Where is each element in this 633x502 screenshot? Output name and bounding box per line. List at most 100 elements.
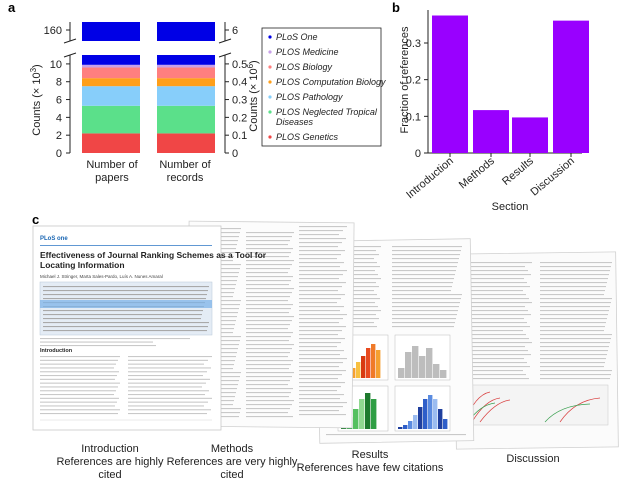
text-line (40, 409, 120, 411)
text-line (392, 282, 453, 284)
text-line (40, 375, 117, 377)
text-line (40, 378, 115, 380)
right-tick-label: 0.3 (232, 95, 247, 107)
text-line (462, 342, 532, 344)
text-line (128, 367, 211, 369)
bar-segment (157, 78, 215, 87)
text-line (540, 326, 605, 328)
text-line (40, 397, 119, 399)
bar-label-records-1: Number of (159, 159, 211, 171)
right-tick-label: 0.2 (232, 112, 247, 124)
text-line (40, 394, 114, 396)
text-line (299, 390, 337, 392)
text-line (299, 282, 346, 284)
text-line (462, 294, 526, 296)
text-line (43, 286, 209, 288)
text-line (462, 298, 529, 300)
text-line (43, 294, 207, 296)
hist-bar (356, 362, 361, 378)
text-line (128, 394, 205, 396)
text-line (246, 344, 294, 346)
text-line (299, 234, 339, 236)
hist-bar (405, 352, 412, 378)
text-line (128, 363, 204, 365)
paper-authors: Michael J. Stringer, Marta Sales-Pardo, … (40, 274, 163, 279)
hist-bar (403, 425, 408, 429)
text-line (392, 262, 458, 264)
text-line (246, 412, 288, 414)
text-line (246, 252, 291, 254)
text-line (40, 363, 116, 365)
text-line (40, 367, 114, 369)
text-line (128, 401, 208, 403)
text-line (540, 346, 609, 348)
text-line (299, 342, 341, 344)
legend-marker (268, 65, 272, 69)
text-line (128, 356, 212, 358)
text-line (246, 348, 292, 350)
text-line (299, 242, 342, 244)
legend-marker (268, 95, 272, 99)
text-line (246, 328, 288, 330)
text-line (540, 310, 609, 312)
panel-b-xlabel: Section (492, 201, 529, 213)
text-line (299, 322, 339, 324)
text-line (299, 318, 343, 320)
panel-a-axis-break-right (218, 38, 232, 58)
text-line (40, 382, 120, 384)
panel-c-letter: c (32, 212, 39, 227)
intro-heading: Introduction (40, 348, 73, 354)
text-line (128, 378, 210, 380)
text-line (246, 280, 291, 282)
text-line (462, 314, 531, 316)
text-line (540, 290, 605, 292)
text-line (299, 354, 340, 356)
text-line (540, 302, 611, 304)
text-line (299, 382, 345, 384)
text-line (299, 338, 345, 340)
journal-mark: PLoS one (40, 236, 68, 242)
text-line (392, 310, 458, 312)
bar-segment (82, 67, 140, 79)
text-line (392, 302, 460, 304)
text-line (128, 390, 209, 392)
caption-results: Results (352, 449, 389, 461)
caption-methods-3: cited (220, 469, 243, 481)
text-line (246, 380, 290, 382)
text-line (299, 306, 344, 308)
text-line (246, 404, 292, 406)
text-line (128, 405, 204, 407)
bar-segment (157, 133, 215, 153)
text-line (299, 414, 346, 416)
text-line (299, 314, 347, 316)
legend-entry: PLoS One (276, 32, 318, 42)
bar-segment (157, 86, 215, 106)
paper-page-methods (186, 220, 355, 429)
text-line (40, 371, 119, 373)
hist-bar (361, 356, 366, 378)
abstract-highlight (40, 300, 212, 308)
panel-a-axis-break-left (63, 38, 77, 58)
hist-bar (351, 368, 356, 378)
text-line (128, 371, 207, 373)
text-line (462, 306, 525, 308)
paper-title-line-1: Effectiveness of Journal Ranking Schemes… (40, 250, 267, 260)
left-tick-label: 2 (56, 130, 62, 142)
panel-a-right-ticks: 0 0.1 0.2 0.3 0.4 0.5 6 (225, 25, 247, 160)
text-line (299, 378, 338, 380)
text-line (540, 322, 606, 324)
text-line (392, 314, 457, 316)
panel-b-bar-discussion (553, 20, 589, 154)
text-line (540, 354, 607, 356)
text-line (246, 408, 290, 410)
text-line (540, 358, 606, 360)
text-line (299, 262, 344, 264)
text-line (246, 272, 288, 274)
text-line (246, 372, 294, 374)
text-line (540, 318, 607, 320)
legend-marker (268, 80, 272, 84)
hist-bar (418, 407, 423, 429)
bar-label-records-2: records (167, 172, 204, 184)
text-line (246, 376, 292, 378)
caption-introduction-3: cited (98, 469, 121, 481)
